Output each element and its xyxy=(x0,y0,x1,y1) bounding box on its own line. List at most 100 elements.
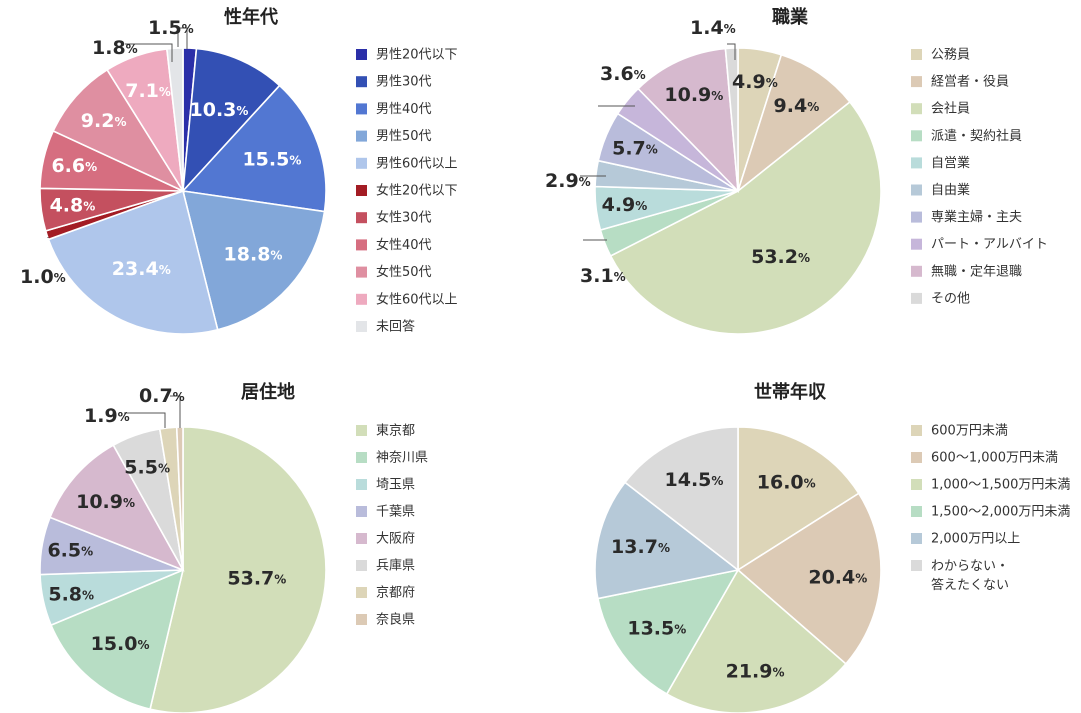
legend-label: 600〜1,000万円未満 xyxy=(931,451,1058,466)
data-label-unit: % xyxy=(634,68,646,82)
data-label: 7.1% xyxy=(125,80,171,102)
data-label-value: 10.3 xyxy=(190,98,237,120)
data-label: 20.4% xyxy=(808,566,867,588)
data-label: 3.1% xyxy=(580,265,626,287)
legend-swatch xyxy=(356,239,367,251)
legend-swatch xyxy=(356,76,367,88)
chart-title: 性年代 xyxy=(224,6,278,28)
legend-label: 自営業 xyxy=(931,155,970,171)
pie-slice xyxy=(181,84,327,213)
data-label-value: 1.4 xyxy=(690,17,724,39)
pie-slice xyxy=(52,68,186,193)
data-label: 2.9% xyxy=(545,170,591,192)
data-label: 1.0% xyxy=(20,266,66,288)
data-label: 9.2% xyxy=(81,110,127,132)
data-label-unit: % xyxy=(173,390,185,404)
chart-occupation: 職業4.9%9.4%53.2%3.1%4.9%2.9%5.7%3.6%10.9%… xyxy=(545,6,1048,335)
legend-label: 東京都 xyxy=(376,423,415,439)
data-label-unit: % xyxy=(182,22,194,36)
data-label-unit: % xyxy=(579,175,591,189)
data-label-value: 1.0 xyxy=(20,266,54,288)
data-label-value: 1.5 xyxy=(148,17,182,39)
data-label: 0.7% xyxy=(139,385,185,407)
chart-residence: 居住地53.7%15.0%5.8%6.5%10.9%5.5%1.9%0.7%東京… xyxy=(39,381,428,713)
data-label-unit: % xyxy=(138,638,150,652)
chart-household-income: 世帯年収16.0%20.4%21.9%13.5%13.7%14.5%600万円未… xyxy=(594,381,1070,713)
legend-label: 女性30代 xyxy=(376,210,432,226)
pie-slice xyxy=(737,426,860,572)
data-label: 21.9% xyxy=(726,660,785,682)
legend-label: わからない・答えたくない xyxy=(931,559,1009,593)
data-label-unit: % xyxy=(236,103,248,117)
data-label-unit: % xyxy=(85,159,97,173)
pie-slice xyxy=(181,190,326,331)
legend-swatch xyxy=(911,238,922,250)
legend-label: 1,500〜2,000万円未満 xyxy=(931,505,1070,520)
data-label-value: 10.9 xyxy=(76,491,123,513)
data-label-value: 4.8 xyxy=(50,194,84,216)
leader-line xyxy=(170,395,181,428)
legend-label: パート・アルバイト xyxy=(931,237,1048,252)
data-label-unit: % xyxy=(158,461,170,475)
pie-slice xyxy=(637,47,739,194)
legend-label: 経営者・役員 xyxy=(931,75,1009,90)
data-label-unit: % xyxy=(711,474,723,488)
legend-label: 千葉県 xyxy=(376,505,415,520)
data-label-value: 5.7 xyxy=(612,137,646,159)
data-label: 53.7% xyxy=(227,567,286,589)
data-label-unit: % xyxy=(54,271,66,285)
pie-slice xyxy=(165,47,184,192)
legend-label: 女性40代 xyxy=(376,237,432,253)
data-label: 1.8% xyxy=(92,37,138,59)
data-label-unit: % xyxy=(81,544,93,558)
data-label: 4.8% xyxy=(50,194,96,216)
data-label: 53.2% xyxy=(751,246,810,268)
leader-line xyxy=(124,412,166,428)
legend-label: 男性40代 xyxy=(376,102,432,117)
data-label: 23.4% xyxy=(112,258,171,280)
pie-slice xyxy=(665,568,847,713)
pie-slice xyxy=(594,481,740,600)
data-label: 15.0% xyxy=(91,633,150,655)
legend-label: 神奈川県 xyxy=(376,451,428,466)
legend-swatch xyxy=(911,479,922,490)
data-label-value: 6.6 xyxy=(51,154,85,176)
legend-swatch xyxy=(356,452,367,463)
data-label-value: 10.9 xyxy=(664,83,711,105)
legend-swatch xyxy=(356,103,367,115)
data-label-unit: % xyxy=(274,572,286,586)
data-label-value: 18.8 xyxy=(224,243,271,265)
data-label-value: 23.4 xyxy=(112,258,159,280)
legend-swatch xyxy=(356,425,367,436)
data-label-value: 0.7 xyxy=(139,385,173,407)
data-label-unit: % xyxy=(114,115,126,129)
legend-swatch xyxy=(911,506,922,517)
data-label-unit: % xyxy=(83,199,95,213)
legend-label: 京都府 xyxy=(376,586,415,601)
legend-swatch xyxy=(356,185,367,196)
legend-swatch xyxy=(356,321,367,332)
legend-swatch xyxy=(911,533,922,544)
data-label-unit: % xyxy=(289,153,301,167)
legend-swatch xyxy=(911,265,922,277)
data-label-unit: % xyxy=(724,22,736,36)
pie-slice xyxy=(181,47,281,194)
chart-gender-age: 性年代1.5%10.3%15.5%18.8%23.4%1.0%4.8%6.6%9… xyxy=(20,6,458,335)
data-label-value: 6.5 xyxy=(47,539,81,561)
chart-title: 居住地 xyxy=(241,381,295,403)
data-label: 16.0% xyxy=(757,471,816,493)
legend-label: 未回答 xyxy=(376,319,415,335)
legend-label: 男性50代 xyxy=(376,129,432,144)
chart-title: 職業 xyxy=(772,6,809,28)
data-label: 18.8% xyxy=(224,243,283,265)
legend-label: 大阪府 xyxy=(376,532,415,547)
legend-label: 600万円未満 xyxy=(931,424,1008,439)
data-label: 1.4% xyxy=(690,17,736,39)
data-label: 14.5% xyxy=(665,469,724,491)
legend-label: 男性20代以下 xyxy=(376,48,458,63)
data-label-value: 7.1 xyxy=(125,80,159,102)
data-label-value: 2.9 xyxy=(545,170,579,192)
legend-swatch xyxy=(356,49,367,60)
data-label-unit: % xyxy=(646,142,658,156)
legend-swatch xyxy=(911,157,922,169)
